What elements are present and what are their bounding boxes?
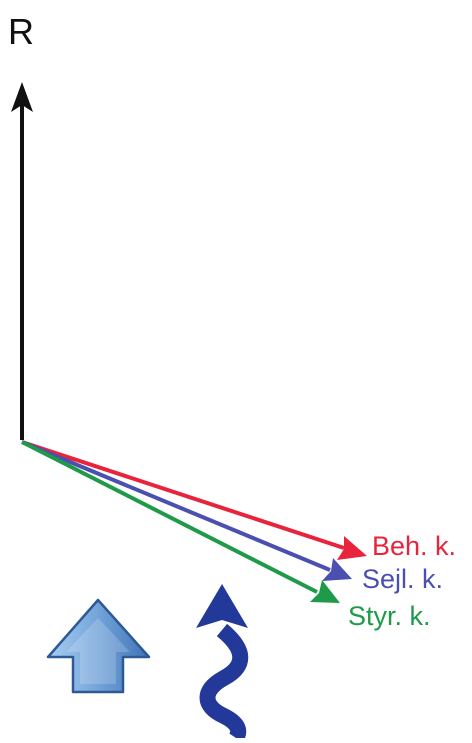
up-block-arrow-icon (46, 598, 151, 694)
wavy-up-arrow-icon (196, 584, 249, 743)
vector-sejl (21, 440, 352, 581)
vector-label-beh: Beh. k. (372, 531, 457, 561)
vector-label-styr: Styr. k. (348, 601, 431, 631)
vector-label-sejl: Sejl. k. (362, 564, 444, 594)
axis-label-r: R (8, 11, 34, 52)
r-axis-arrow (11, 82, 33, 440)
vector-beh (21, 440, 367, 560)
vector-styr (21, 440, 340, 603)
